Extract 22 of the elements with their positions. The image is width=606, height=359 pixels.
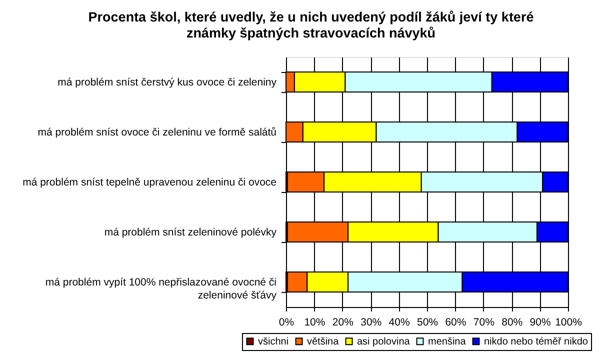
y-tick-label: má problém sníst zeleninové polévky [104,226,278,238]
y-tick-label: má problém sníst čerstvý kus ovoce či zeleniny [58,76,278,88]
x-tick-label: 30% [360,316,382,328]
x-tick-label: 40% [388,316,410,328]
legend-label: nikdo nebo téměř nikdo [484,336,588,348]
legend-label: asi polovina [357,336,410,348]
legend-label: menšina [428,336,466,348]
x-tick-label: 90% [530,316,551,328]
x-tick-label: 70% [473,316,494,328]
x-tick-label: 80% [502,316,523,328]
y-tick-label: má problém sníst tepelně upravenou zeleninu či ovoce [22,176,277,188]
y-tick-label: má problém vypít 100% nepřislazované ovocné či zeleninové šťávy [45,276,278,302]
y-tick-label: má problém sníst ovoce či zeleninu ve formě salátů [38,126,277,138]
chart-title: Procenta škol, které uvedly, že u nich uvedený podíl žáků jeví ty které známky špatných stravovacích návyků [88,10,534,40]
x-tick-label: 10% [304,316,326,328]
x-tick-label: 60% [445,316,466,328]
x-tick-label: 20% [332,316,354,328]
legend-label: všichni [258,336,289,348]
x-tick-label: 100% [555,316,582,328]
x-tick-label: 0% [278,316,294,328]
x-tick-label: 50% [416,316,438,328]
legend-label: většina [307,336,340,348]
